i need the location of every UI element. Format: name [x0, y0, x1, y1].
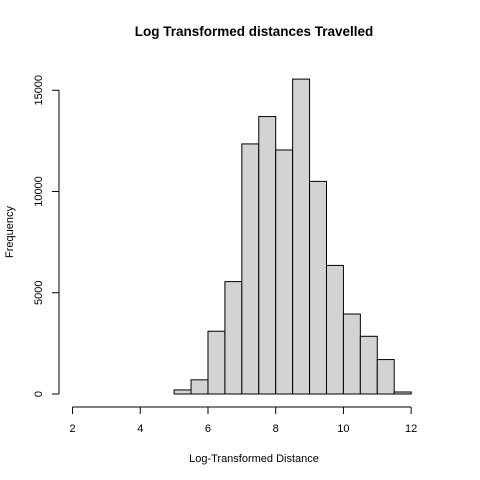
- y-tick-label: 10000: [33, 176, 45, 207]
- histogram-bar: [207, 330, 226, 395]
- x-axis-label: Log-Transformed Distance: [189, 453, 319, 465]
- histogram-bar: [359, 335, 378, 395]
- histogram-bar: [376, 359, 395, 395]
- histogram-bar: [309, 180, 327, 395]
- bars-group: [173, 78, 412, 395]
- x-tick-label: 8: [273, 423, 279, 435]
- histogram-bar: [393, 391, 412, 395]
- histogram-bar: [190, 379, 209, 395]
- x-tick-label: 12: [405, 423, 417, 435]
- histogram-bar: [292, 78, 311, 395]
- histogram-bar: [241, 143, 260, 395]
- histogram-bar: [342, 313, 361, 395]
- x-tick-label: 2: [69, 423, 75, 435]
- histogram-bar: [275, 149, 294, 395]
- x-axis: 2 4 6 8 10 12: [69, 406, 417, 435]
- x-tick-label: 6: [205, 423, 211, 435]
- y-axis: 0 5000 10000 15000: [33, 75, 60, 397]
- y-tick-label: 15000: [33, 75, 45, 106]
- chart-title: Log Transformed distances Travelled: [135, 24, 374, 39]
- x-tick-label: 10: [337, 423, 349, 435]
- histogram-bar: [173, 389, 192, 395]
- histogram-bar: [224, 281, 243, 395]
- y-tick-label: 0: [33, 391, 45, 397]
- histogram-bar: [325, 264, 344, 395]
- histogram-bar: [258, 116, 277, 395]
- y-axis-label: Frequency: [4, 206, 16, 258]
- y-tick-label: 5000: [33, 281, 45, 305]
- x-tick-label: 4: [137, 423, 143, 435]
